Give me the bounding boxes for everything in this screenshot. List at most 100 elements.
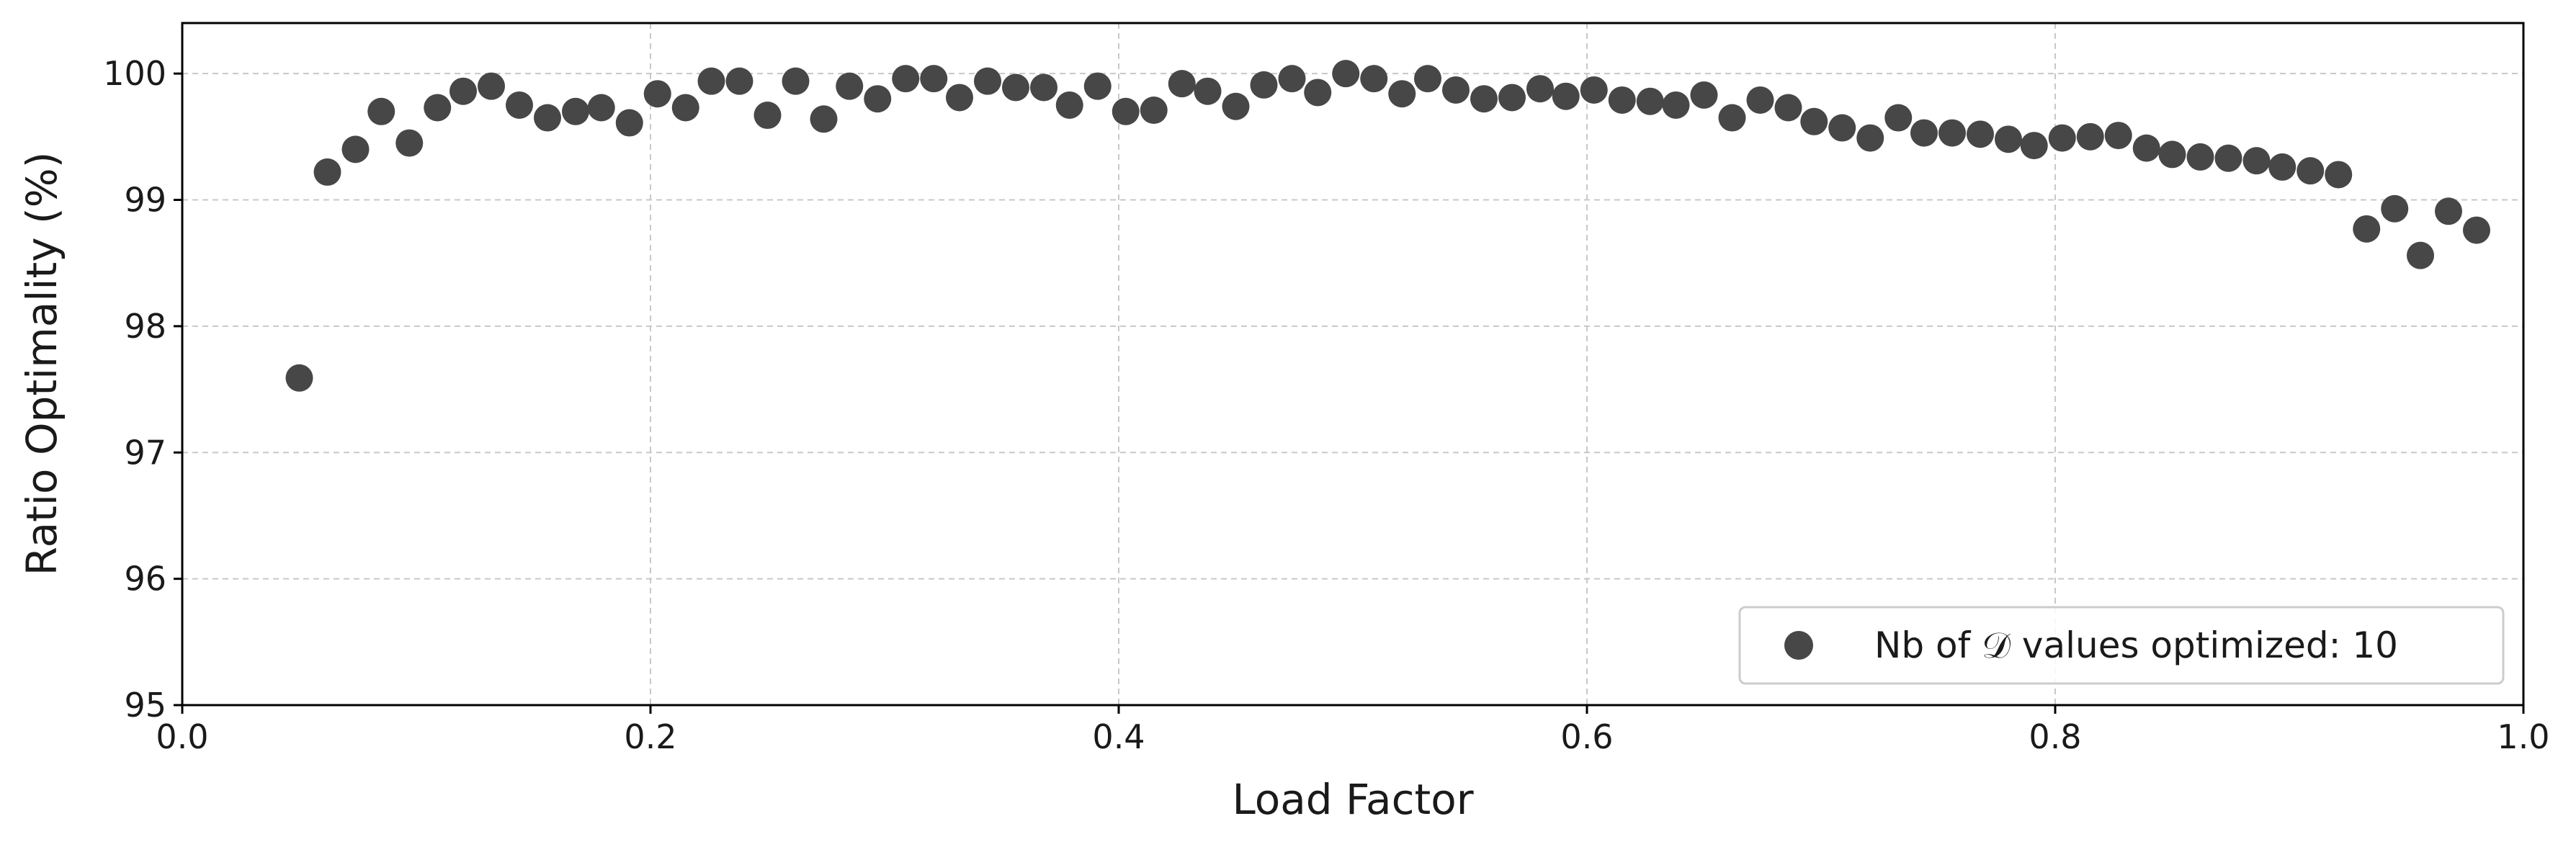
legend-box xyxy=(1738,606,2505,685)
plot-frame xyxy=(181,22,2525,707)
data-point xyxy=(478,72,505,100)
data-point xyxy=(1414,65,1441,93)
data-point xyxy=(1608,86,1636,114)
data-point xyxy=(450,77,477,105)
data-point xyxy=(697,67,725,95)
data-point xyxy=(1055,91,1083,119)
data-point xyxy=(2186,143,2214,171)
data-point xyxy=(974,67,1001,95)
data-point xyxy=(836,72,864,100)
data-point xyxy=(1938,119,1966,147)
data-point xyxy=(2132,134,2160,162)
data-point xyxy=(1856,124,1884,152)
y-tick-label: 95 xyxy=(124,686,166,725)
data-point xyxy=(1690,81,1718,109)
data-point xyxy=(892,65,920,93)
data-point xyxy=(285,364,313,392)
data-point xyxy=(1774,94,1802,122)
y-tick-label: 96 xyxy=(124,560,166,599)
x-axis-ticks: 0.0 0.2 0.4 0.6 0.8 1.0 xyxy=(156,705,2550,756)
data-point xyxy=(615,109,643,137)
grid-lines xyxy=(182,23,2523,705)
x-tick-label: 0.6 xyxy=(1560,717,1613,756)
data-point xyxy=(725,67,753,95)
y-axis-label: Ratio Optimality (%) xyxy=(17,152,66,576)
data-point xyxy=(1526,75,1554,103)
data-point xyxy=(753,102,782,130)
data-point xyxy=(1083,72,1112,100)
data-point xyxy=(2104,122,2132,150)
data-point xyxy=(1140,97,1168,125)
data-point xyxy=(1967,120,1994,148)
x-tick-label: 0.2 xyxy=(624,717,676,756)
data-point xyxy=(1112,97,1140,125)
data-point xyxy=(1168,70,1196,98)
data-point xyxy=(1995,125,2022,153)
data-point xyxy=(1746,86,1774,114)
data-point xyxy=(2020,132,2048,160)
data-point xyxy=(2381,194,2409,223)
x-tick-label: 1.0 xyxy=(2497,717,2549,756)
data-point xyxy=(562,97,589,125)
data-point xyxy=(2297,157,2325,185)
y-axis-ticks: 95 96 97 98 99 100 xyxy=(103,54,182,725)
data-point xyxy=(1442,76,1470,104)
data-point xyxy=(1194,77,1222,105)
data-point xyxy=(341,135,370,163)
data-point xyxy=(1278,65,1306,93)
data-point xyxy=(864,85,892,113)
data-point xyxy=(1360,65,1388,93)
legend-entry-label: Nb of 𝒟 values optimized: 10 xyxy=(1874,624,2398,666)
y-tick-label: 100 xyxy=(103,54,166,93)
data-point xyxy=(1910,119,1938,147)
data-point xyxy=(2268,153,2297,181)
legend-marker xyxy=(1784,631,1813,660)
data-point xyxy=(1304,79,1332,107)
data-point xyxy=(2463,216,2490,244)
y-tick-label: 98 xyxy=(124,307,166,346)
data-point xyxy=(2048,124,2076,152)
y-tick-label: 97 xyxy=(124,433,166,472)
data-point xyxy=(424,94,452,122)
data-point xyxy=(587,94,615,122)
data-point xyxy=(2435,197,2462,225)
data-point xyxy=(506,91,533,119)
data-point xyxy=(643,80,671,108)
data-point xyxy=(367,97,395,125)
legend: Nb of 𝒟 values optimized: 10 xyxy=(1738,606,2505,685)
data-point xyxy=(2158,140,2186,169)
data-point xyxy=(2076,122,2104,151)
data-point xyxy=(313,158,341,186)
data-point xyxy=(2407,241,2434,269)
data-point xyxy=(1828,114,1856,142)
data-point xyxy=(2353,215,2381,243)
data-point xyxy=(1250,71,1278,99)
data-point xyxy=(1030,73,1057,102)
data-point xyxy=(782,67,810,95)
data-point xyxy=(2242,147,2271,175)
data-point xyxy=(1636,87,1664,115)
data-point xyxy=(1580,76,1608,104)
data-points xyxy=(285,60,2490,392)
data-point xyxy=(1332,60,1360,88)
data-point xyxy=(671,94,699,122)
data-point xyxy=(1552,82,1580,110)
data-point xyxy=(1718,104,1746,132)
data-point xyxy=(810,105,838,133)
data-point xyxy=(2325,161,2353,189)
data-point xyxy=(2214,144,2242,172)
data-point xyxy=(920,65,948,93)
data-point xyxy=(1884,104,1913,132)
data-point xyxy=(395,129,424,157)
y-tick-label: 99 xyxy=(124,181,166,220)
x-tick-label: 0.0 xyxy=(156,717,208,756)
data-point xyxy=(1662,91,1690,119)
data-point xyxy=(1498,84,1526,112)
data-point xyxy=(1002,73,1029,102)
data-point xyxy=(1222,92,1250,120)
data-point xyxy=(1388,80,1416,108)
x-tick-label: 0.8 xyxy=(2029,717,2081,756)
x-axis-label: Load Factor xyxy=(1232,775,1473,824)
data-point xyxy=(1800,107,1828,135)
